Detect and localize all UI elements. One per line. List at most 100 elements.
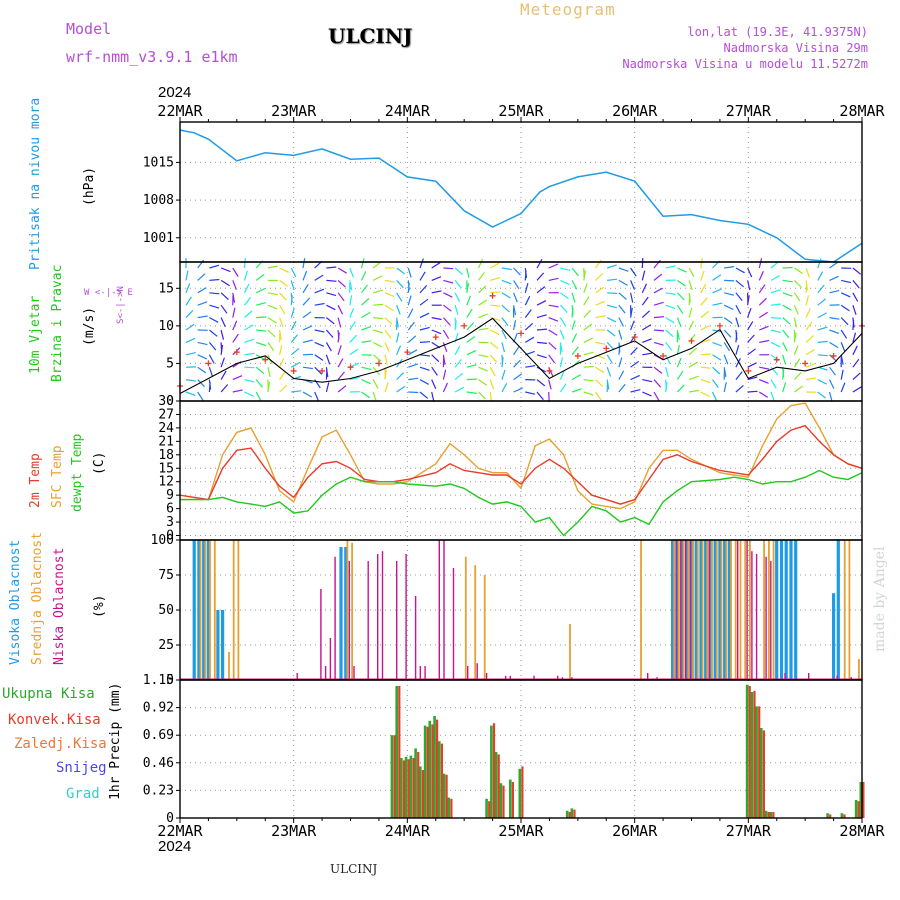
wind-arrow: [782, 369, 785, 380]
wind-arrow: [688, 361, 699, 368]
wind-arrow: [840, 369, 844, 380]
wind-arrow: [208, 354, 215, 364]
wind-arrow: [372, 366, 381, 376]
time-label-top: 28MAR: [839, 102, 885, 120]
wind-arrow: [490, 276, 500, 281]
wind-arrow: [232, 320, 238, 331]
wind-arrow: [478, 379, 488, 386]
wind-arrow: [197, 287, 207, 294]
wind-arrow: [747, 280, 751, 291]
time-label-bottom: 28MAR: [839, 822, 885, 840]
wind-arrow: [747, 321, 754, 331]
wind-arrow: [724, 266, 735, 269]
wind-arrow: [466, 267, 470, 278]
wind-arrow: [536, 391, 544, 401]
conv-precip-bar: [862, 782, 865, 818]
mid-cloud-bar: [678, 540, 680, 680]
wind-arrow: [642, 391, 652, 397]
pressure-line: [179, 129, 863, 263]
wind-arrow: [641, 270, 646, 281]
wind-compass-vertical: S<-|->N: [116, 286, 126, 324]
conv-precip-bar: [767, 812, 770, 818]
wind-arrow: [536, 341, 547, 344]
wind-arrow: [793, 371, 802, 381]
wind-arrow: [349, 348, 359, 356]
dewpoint-line: [180, 469, 863, 537]
low-cloud-bar: [367, 561, 369, 680]
wind-gust-mark: [830, 352, 837, 359]
wind-arrow: [220, 342, 223, 353]
wind-arrow: [653, 354, 664, 360]
wind-arrow: [466, 391, 477, 394]
wind-ylabel-1: 10m Vjetar: [28, 295, 43, 374]
time-label-top: 27MAR: [726, 102, 772, 120]
wind-arrow: [688, 292, 691, 303]
conv-precip-bar: [440, 743, 443, 818]
wind-arrow: [723, 329, 732, 338]
wind-arrow: [325, 367, 329, 378]
wind-gust-mark: [546, 367, 553, 374]
wind-arrow: [735, 317, 740, 328]
mid-cloud-bar: [692, 540, 694, 680]
wind-arrow: [676, 329, 680, 340]
wind-arrow: [828, 379, 835, 389]
wind-arrow: [267, 265, 278, 269]
wind-arrow: [349, 376, 360, 381]
wind-arrow: [817, 326, 828, 331]
wind-arrow: [759, 366, 770, 370]
wind-arrow: [478, 285, 487, 294]
wind-arrow: [185, 323, 195, 331]
wind-arrow: [548, 379, 552, 390]
wind-arrow: [700, 297, 708, 306]
wind-arrow: [665, 379, 667, 390]
wind-arrow: [489, 366, 496, 377]
wind-arrow: [583, 379, 594, 382]
wind-arrow: [197, 273, 206, 281]
wind-arrow: [571, 292, 576, 303]
mid-cloud-bar: [209, 540, 211, 680]
total-precip-bar: [745, 684, 749, 818]
wind-arrow: [817, 284, 825, 294]
high-cloud-bar: [216, 610, 220, 680]
wind-arrow: [501, 342, 506, 353]
wind-arrow: [396, 304, 401, 315]
wind-arrow: [419, 258, 424, 269]
wind-arrow: [794, 267, 804, 275]
wind-arrow: [524, 322, 534, 331]
mid-cloud-bar: [843, 540, 846, 680]
y-tick-label: 1008: [143, 193, 174, 208]
wind-gust-mark: [859, 322, 865, 329]
wind-arrow: [442, 382, 449, 393]
wind-arrow: [325, 369, 328, 380]
wind-arrow: [220, 370, 227, 380]
total-precip-bar: [485, 798, 488, 818]
wind-speed-line: [179, 317, 863, 394]
wind-arrow: [583, 337, 594, 343]
wind-gust-mark: [177, 382, 183, 389]
wind-arrow: [267, 342, 275, 351]
low-cloud-bar: [770, 561, 772, 680]
wind-arrow: [817, 298, 826, 306]
high-cloud-bar: [221, 610, 225, 680]
total-precip-bar: [395, 686, 398, 818]
wind-arrow: [676, 304, 684, 314]
wind-arrow: [477, 258, 484, 269]
wind-arrow: [583, 391, 594, 396]
high-cloud-bar: [836, 540, 840, 680]
wind-arrow: [291, 361, 301, 368]
wind-arrow: [770, 317, 782, 319]
wind-arrow: [688, 295, 691, 306]
wind-arrow: [209, 264, 220, 269]
high-cloud-bar: [704, 540, 708, 680]
wind-arrow: [256, 302, 267, 306]
wind-arrow: [279, 371, 286, 380]
wind-arrow: [197, 315, 208, 319]
wind-arrow: [770, 391, 775, 402]
total-precip-bar: [509, 779, 512, 818]
wind-arrow: [478, 354, 489, 358]
wind-arrow: [290, 280, 295, 291]
low-cloud-bar: [443, 540, 445, 680]
wind-arrow: [244, 391, 254, 397]
wind-compass: W <-|-> E: [84, 288, 133, 298]
wind-arrow: [419, 271, 426, 281]
